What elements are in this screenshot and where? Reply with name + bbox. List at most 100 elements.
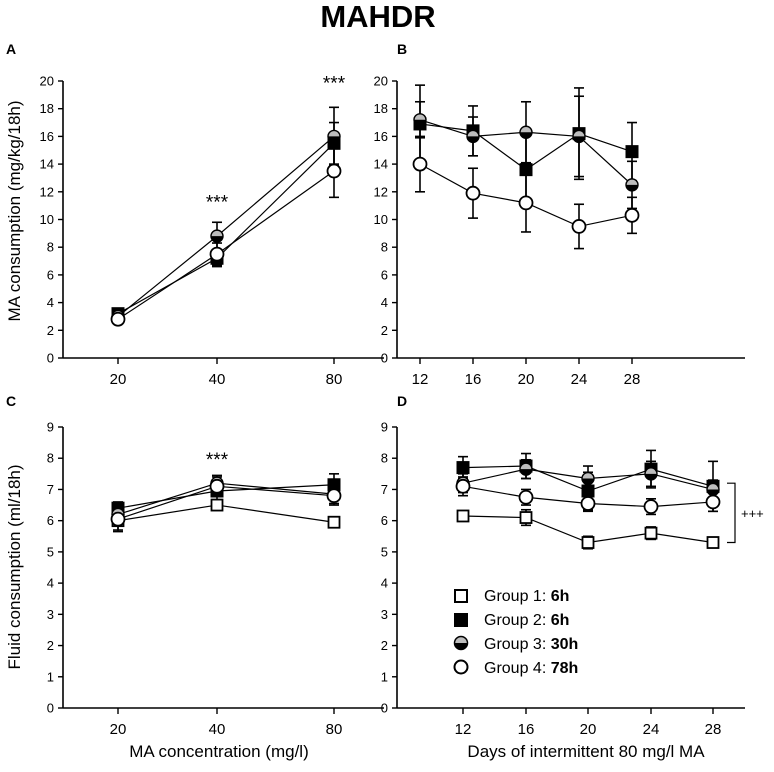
panel-c-data-point bbox=[210, 498, 224, 512]
x-axis-label-right: Days of intermittent 80 mg/l MA bbox=[467, 742, 705, 761]
panel-d-data-point bbox=[580, 496, 596, 511]
panel-a-y-tick-label: 16 bbox=[40, 129, 54, 144]
panel-b-data-point-fill bbox=[573, 136, 585, 143]
panel-a-y-tick-label: 6 bbox=[47, 267, 54, 282]
panel-c-data-point bbox=[326, 488, 342, 504]
panel-a-y-tick-label: 12 bbox=[40, 184, 54, 199]
legend-group-1-time: 6h bbox=[551, 588, 570, 605]
panel-b-y-tick-label: 18 bbox=[374, 101, 388, 116]
panel-d-data-point-fill bbox=[520, 469, 532, 476]
panel-d-data-point bbox=[706, 536, 720, 549]
panel-b-x-tick-label: 16 bbox=[465, 371, 482, 388]
legend-group-3-label: Group 3: bbox=[484, 636, 546, 653]
panel-b-y-tick-label: 2 bbox=[381, 323, 388, 338]
panel-b-x-tick-label: 28 bbox=[624, 371, 641, 388]
panel-b-y-tick-label: 20 bbox=[374, 74, 388, 89]
panel-d-y-tick-label: 3 bbox=[381, 607, 388, 622]
panel-a-y-tick-label: 10 bbox=[40, 212, 54, 227]
legend: Group 1: 6h Group 2: 6h Group 3: 30h Gro… bbox=[453, 588, 579, 677]
panel-c-y-tick-label: 9 bbox=[47, 420, 54, 435]
panel-b-data-point bbox=[412, 156, 428, 172]
panel-c-data-point bbox=[209, 478, 225, 494]
legend-group-2-label: Group 2: bbox=[484, 612, 546, 629]
panel-c-y-tick-label: 1 bbox=[47, 669, 54, 684]
panel-a-x-tick-label: 40 bbox=[209, 371, 226, 388]
panel-d-y-tick-label: 1 bbox=[381, 669, 388, 684]
panel-a-y-tick-label: 4 bbox=[47, 295, 54, 310]
panel-a-significance-label: *** bbox=[206, 192, 229, 213]
legend-entry-group-3: Group 3: 30h bbox=[453, 635, 579, 653]
panel-c-y-tick-label: 0 bbox=[47, 701, 54, 716]
panel-b-y-tick-label: 6 bbox=[381, 267, 388, 282]
panel-label-c: C bbox=[6, 393, 16, 409]
panel-a-x-tick-label: 20 bbox=[110, 371, 127, 388]
panel-b-y-tick-label: 14 bbox=[374, 157, 388, 172]
panel-b-data-point bbox=[571, 219, 587, 234]
panel-d-data-point-fill bbox=[582, 478, 594, 485]
legend-entry-group-4: Group 4: 78h bbox=[453, 659, 578, 677]
panel-c-y-axis-label: Fluid consumption (ml/18h) bbox=[5, 464, 24, 669]
panel-d-y-tick-label: 5 bbox=[381, 544, 388, 559]
svg-text:Group 2: 6h: Group 2: 6h bbox=[484, 612, 569, 629]
panel-d-x-tick-label: 24 bbox=[643, 721, 660, 738]
panel-b-x-tick-label: 12 bbox=[412, 371, 429, 388]
legend-marker-filled-square bbox=[454, 613, 468, 627]
panel-c-series-line bbox=[117, 504, 335, 523]
panel-a-y-tick-label: 18 bbox=[40, 101, 54, 116]
legend-marker-open-square bbox=[454, 589, 468, 603]
panel-d-y-tick-label: 8 bbox=[381, 451, 388, 466]
panel-a-data-point bbox=[110, 311, 126, 327]
panel-a-y-axis-label: MA consumption (mg/kg/18h) bbox=[5, 100, 24, 321]
panel-d-bracket bbox=[727, 482, 736, 544]
legend-marker-half-circle-fill bbox=[454, 643, 468, 650]
panel-b-data-point bbox=[518, 195, 534, 211]
panel-d-x-tick-label: 16 bbox=[518, 721, 535, 738]
panel-b-data-point-fill bbox=[467, 136, 479, 143]
panel-d-data-point bbox=[644, 526, 658, 540]
panel-b-y-tick-label: 10 bbox=[374, 212, 388, 227]
panel-d-data-point bbox=[455, 478, 471, 494]
panel-d-x-tick-label: 20 bbox=[580, 721, 597, 738]
panel-d-data-point bbox=[518, 489, 534, 505]
panel-d-data-point bbox=[643, 499, 659, 515]
panel-c-y-tick-label: 6 bbox=[47, 513, 54, 528]
panel-a-data-point-fill bbox=[211, 236, 223, 243]
panel-b-data-point-fill bbox=[414, 119, 426, 126]
panel-d-y-tick-label: 6 bbox=[381, 513, 388, 528]
legend-group-1-label: Group 1: bbox=[484, 588, 546, 605]
legend-entry-group-1: Group 1: 6h bbox=[454, 588, 570, 605]
legend-group-4-label: Group 4: bbox=[484, 660, 546, 677]
panel-c-x-tick-label: 80 bbox=[326, 721, 343, 738]
panel-d-x-tick-label: 12 bbox=[455, 721, 472, 738]
panel-a-data-point-fill bbox=[328, 136, 340, 143]
panel-label-b: B bbox=[397, 41, 407, 57]
panel-d-y-tick-label: 7 bbox=[381, 482, 388, 497]
panel-b-y-tick-label: 0 bbox=[381, 351, 388, 366]
panel-a-y-tick-label: 8 bbox=[47, 240, 54, 255]
panel-b-data-point bbox=[624, 207, 640, 223]
panel-b-data-point bbox=[519, 163, 533, 177]
panel-d-y-tick-label: 2 bbox=[381, 638, 388, 653]
legend-marker-open-circle bbox=[453, 659, 469, 675]
panel-b-data-point-fill bbox=[520, 132, 532, 139]
panel-b-x-tick-label: 24 bbox=[571, 371, 588, 388]
panel-d-y-tick-label: 0 bbox=[381, 701, 388, 716]
panel-a-significance-label: *** bbox=[323, 73, 346, 94]
panel-a-series-line bbox=[117, 135, 335, 317]
panel-b-data-point-fill bbox=[626, 184, 638, 191]
panel-c-data-point bbox=[110, 511, 126, 527]
legend-group-3-time: 30h bbox=[551, 636, 579, 653]
panel-d-data-point-fill bbox=[645, 473, 657, 480]
panel-d-data-point bbox=[581, 484, 595, 498]
panel-label-d: D bbox=[397, 393, 407, 409]
panel-c-x-tick-label: 20 bbox=[110, 721, 127, 738]
panel-a-data-point bbox=[326, 163, 342, 179]
panel-d-y-tick-label: 4 bbox=[381, 576, 388, 591]
panel-b-data-point bbox=[625, 145, 639, 159]
panel-d-bracket-label: +++ bbox=[741, 506, 764, 521]
legend-group-4-time: 78h bbox=[551, 660, 579, 677]
svg-text:Group 4: 78h: Group 4: 78h bbox=[484, 660, 578, 677]
panel-d-data-point bbox=[456, 509, 470, 523]
